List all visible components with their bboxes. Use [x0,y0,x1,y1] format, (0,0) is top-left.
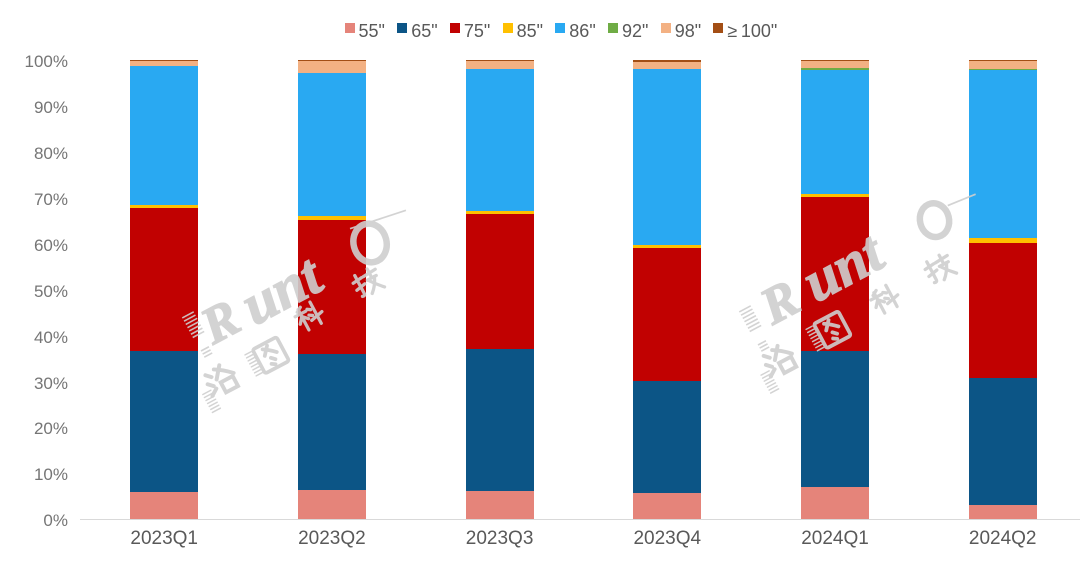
svg-text:unt: unt [230,241,333,337]
